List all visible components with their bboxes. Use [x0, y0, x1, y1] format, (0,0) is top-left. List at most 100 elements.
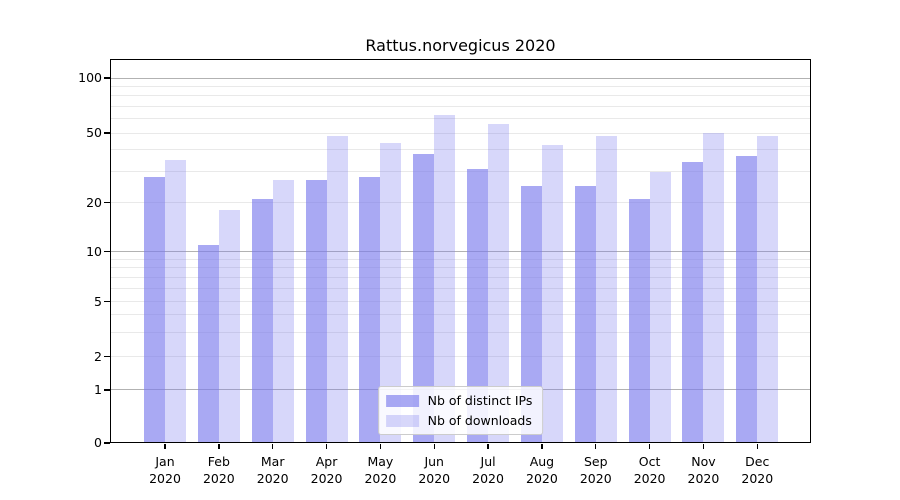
y-tick-mark	[103, 132, 110, 134]
x-tick-month: May	[367, 453, 394, 469]
x-tick-label: May 2020	[338, 453, 422, 487]
y-tick-label: 5	[94, 293, 102, 309]
bar-downloads-feb	[218, 209, 240, 443]
x-tick-month: Jan	[155, 453, 175, 469]
y-tick-mark	[103, 77, 110, 79]
bar-distinct-ips-mar	[251, 198, 273, 443]
y-tick-label: 10	[86, 243, 102, 259]
y-tick-label: 50	[86, 125, 102, 141]
x-tick-month: Sep	[583, 453, 608, 469]
bar-downloads-sep	[595, 136, 617, 443]
gridline-minor	[110, 276, 811, 278]
x-tick-year: 2020	[741, 470, 774, 486]
x-tick-month: Mar	[260, 453, 285, 469]
x-tick-year: 2020	[418, 470, 451, 486]
x-tick-year: 2020	[256, 470, 289, 486]
gridline-minor	[110, 85, 811, 87]
x-tick-mark	[218, 444, 220, 450]
gridline-minor	[110, 149, 811, 151]
bar-distinct-ips-jan	[144, 177, 165, 443]
x-tick-mark	[325, 444, 328, 450]
bar-downloads-apr	[326, 136, 348, 443]
x-tick-year: 2020	[579, 470, 612, 486]
gridline-minor	[110, 287, 811, 289]
bar-downloads-nov	[703, 133, 725, 443]
bar-downloads-aug	[541, 144, 563, 443]
gridline-minor	[110, 202, 811, 203]
bar-distinct-ips-nov	[682, 162, 704, 443]
x-tick-month: Oct	[638, 453, 661, 469]
x-tick-mark	[487, 444, 489, 450]
x-tick-year: 2020	[633, 470, 666, 486]
x-tick-mark	[541, 444, 543, 450]
gridline-minor	[110, 258, 811, 260]
x-tick-year: 2020	[149, 470, 181, 486]
bars-layer	[110, 59, 811, 443]
bar-downloads-jun	[434, 114, 456, 443]
y-tick-label: 100	[78, 70, 102, 85]
x-tick-year: 2020	[687, 470, 720, 486]
bar-distinct-ips-apr	[305, 179, 327, 443]
x-tick-month: Feb	[207, 453, 230, 469]
x-tick-mark	[433, 444, 435, 450]
bar-distinct-ips-sep	[574, 185, 596, 443]
gridline-minor	[110, 267, 811, 269]
bar-distinct-ips-jun	[413, 153, 435, 443]
y-tick-label: 1	[94, 381, 102, 397]
gridline-major	[110, 251, 811, 253]
gridline-minor	[110, 132, 811, 134]
x-tick-mark	[379, 444, 382, 450]
x-tick-label: Dec 2020	[715, 453, 799, 487]
x-tick-label: Mar 2020	[231, 453, 315, 487]
y-tick-label: 20	[86, 194, 102, 210]
x-tick-year: 2020	[364, 470, 397, 486]
x-tick-label: Feb 2020	[177, 453, 261, 487]
x-tick-label: Sep 2020	[554, 453, 638, 487]
bar-downloads-dec	[757, 136, 779, 443]
bar-downloads-jul	[488, 124, 510, 443]
x-tick-mark	[702, 444, 705, 450]
x-tick-year: 2020	[202, 470, 235, 486]
gridline-minor	[110, 105, 811, 107]
y-tick-mark	[103, 442, 110, 444]
gridline-minor	[110, 118, 811, 120]
x-tick-mark	[756, 444, 758, 450]
y-tick-mark	[103, 201, 110, 204]
y-tick-label: 2	[94, 348, 102, 364]
x-tick-label: Aug 2020	[500, 453, 584, 487]
x-tick-month: Jun	[424, 453, 444, 469]
x-tick-mark	[648, 444, 651, 450]
x-tick-mark	[271, 444, 274, 450]
x-tick-month: Dec	[745, 453, 770, 469]
x-tick-mark	[164, 444, 166, 450]
bar-distinct-ips-dec	[736, 155, 758, 443]
bar-downloads-oct	[649, 171, 671, 443]
x-tick-year: 2020	[472, 470, 504, 486]
y-tick-mark	[103, 389, 110, 391]
bar-distinct-ips-feb	[197, 244, 219, 443]
x-tick-label: Jan 2020	[123, 453, 207, 487]
x-tick-label: Apr 2020	[285, 453, 369, 487]
y-tick-label: 0	[94, 435, 102, 450]
bar-downloads-jan	[165, 160, 186, 443]
chart-title: Rattus.norvegicus 2020	[365, 36, 556, 55]
x-tick-month: Jul	[480, 453, 496, 469]
bar-distinct-ips-jul	[467, 169, 489, 443]
x-tick-label: Jun 2020	[392, 453, 476, 487]
x-tick-month: Nov	[691, 453, 716, 469]
x-tick-label: Nov 2020	[661, 453, 745, 487]
bar-distinct-ips-oct	[628, 198, 650, 443]
y-tick-mark	[103, 355, 110, 358]
gridline-minor	[110, 331, 811, 333]
x-tick-mark	[595, 444, 597, 450]
x-tick-month: Aug	[529, 453, 555, 469]
x-tick-label: Jul 2020	[446, 453, 530, 487]
bar-downloads-may	[380, 142, 402, 443]
bar-downloads-mar	[272, 179, 294, 443]
x-tick-label: Oct 2020	[608, 453, 692, 487]
bar-distinct-ips-aug	[520, 185, 542, 443]
gridline-minor	[110, 301, 811, 303]
gridline-major	[110, 77, 811, 79]
gridline-minor	[110, 171, 811, 173]
